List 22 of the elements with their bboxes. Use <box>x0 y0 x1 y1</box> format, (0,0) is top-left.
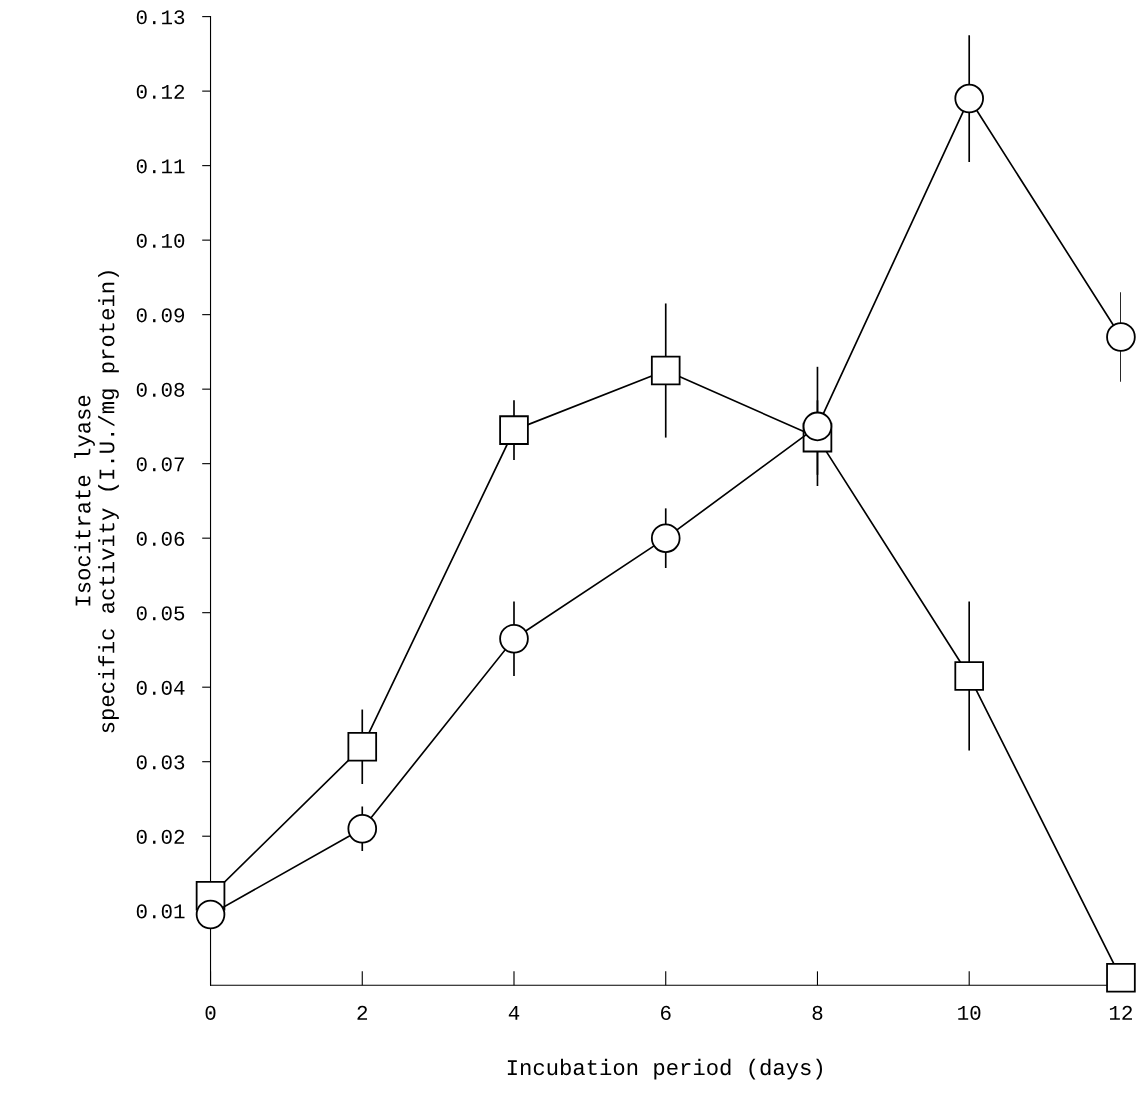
x-tick-label: 8 <box>812 1005 823 1020</box>
x-tick-label: 12 <box>1109 1005 1132 1020</box>
x-tick-label: 2 <box>357 1005 368 1020</box>
y-tick-label: 0.02 <box>136 829 185 844</box>
y-tick-label: 0.11 <box>136 159 185 174</box>
y-tick-label: 0.13 <box>136 10 185 25</box>
y-tick-label: 0.10 <box>136 233 185 248</box>
y-axis-title: Isocitrate lyase specific activity (I.U./mg protein) <box>74 271 119 733</box>
y-tick-label: 0.08 <box>136 382 185 397</box>
y-tick-label: 0.07 <box>136 457 184 472</box>
x-axis-title: Incubation period (days) <box>507 1058 823 1080</box>
y-tick-label: 0.04 <box>136 680 185 695</box>
y-tick-label: 0.01 <box>136 904 185 919</box>
y-tick-label: 0.03 <box>136 755 185 770</box>
x-tick-label: 6 <box>661 1005 671 1020</box>
x-tick-label: 10 <box>958 1005 981 1020</box>
x-tick-label: 0 <box>205 1005 216 1020</box>
x-tick-label: 4 <box>508 1006 520 1020</box>
y-tick-label: 0.06 <box>136 531 185 546</box>
y-tick-label: 0.05 <box>136 606 185 621</box>
y-tick-label: 0.09 <box>136 308 185 323</box>
y-tick-label: 0.12 <box>136 84 185 99</box>
